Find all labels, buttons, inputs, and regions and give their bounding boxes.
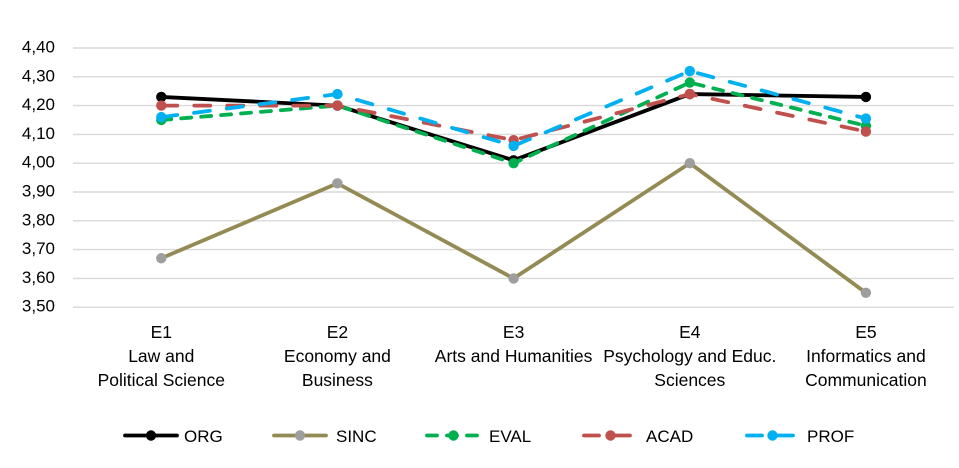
svg-text:3,60: 3,60 [22, 268, 55, 287]
svg-text:ACAD: ACAD [646, 427, 693, 446]
svg-text:E2: E2 [327, 322, 348, 342]
svg-text:Business: Business [302, 370, 373, 390]
svg-text:Arts and Humanities: Arts and Humanities [435, 346, 593, 366]
svg-text:4,00: 4,00 [22, 153, 55, 172]
svg-text:Psychology and Educ.: Psychology and Educ. [603, 346, 776, 366]
svg-text:Economy and: Economy and [284, 346, 391, 366]
svg-text:E1: E1 [151, 322, 172, 342]
svg-text:4,20: 4,20 [22, 95, 55, 114]
svg-text:3,50: 3,50 [22, 297, 55, 316]
svg-text:Communication: Communication [805, 370, 927, 390]
svg-text:Sciences: Sciences [654, 370, 725, 390]
svg-text:PROF: PROF [807, 427, 854, 446]
svg-text:ORG: ORG [184, 427, 223, 446]
svg-text:E3: E3 [503, 322, 524, 342]
svg-text:E5: E5 [855, 322, 876, 342]
svg-text:Informatics and: Informatics and [806, 346, 926, 366]
svg-text:4,40: 4,40 [22, 38, 55, 57]
svg-text:Political Science: Political Science [98, 370, 225, 390]
svg-text:SINC: SINC [336, 427, 377, 446]
svg-text:3,70: 3,70 [22, 239, 55, 258]
svg-text:3,80: 3,80 [22, 210, 55, 229]
svg-text:4,30: 4,30 [22, 66, 55, 85]
svg-text:EVAL: EVAL [489, 427, 531, 446]
svg-text:4,10: 4,10 [22, 124, 55, 143]
svg-text:3,90: 3,90 [22, 182, 55, 201]
svg-text:Law and: Law and [128, 346, 194, 366]
svg-text:E4: E4 [679, 322, 701, 342]
